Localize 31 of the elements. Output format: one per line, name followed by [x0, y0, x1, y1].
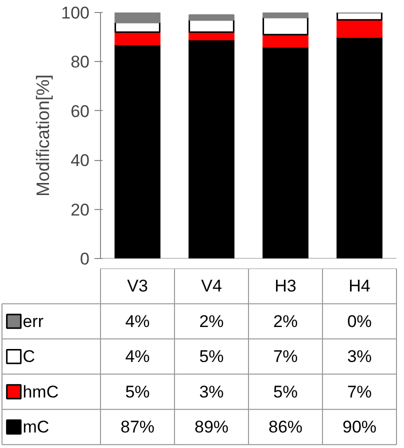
data-label: 0%: [347, 312, 372, 331]
legend-label: hmC: [22, 382, 59, 402]
data-label: 90%: [342, 417, 377, 436]
x-tick-label: V4: [201, 276, 222, 296]
x-tick-label: V3: [127, 276, 148, 296]
y-tick-label: 80: [70, 52, 90, 72]
legend-label: mC: [22, 417, 50, 436]
data-label: 4%: [125, 312, 150, 331]
data-label: 5%: [273, 382, 298, 402]
data-label: 2%: [273, 312, 298, 331]
data-label: 86%: [268, 417, 303, 436]
data-label: 3%: [347, 347, 372, 366]
legend-label: err: [22, 312, 44, 331]
y-axis-title: Modification[%]: [33, 74, 54, 197]
y-tick-label: 0: [80, 250, 90, 268]
data-label: 7%: [273, 347, 298, 366]
data-label: 2%: [199, 312, 224, 331]
y-tick-label: 60: [70, 102, 90, 121]
data-label: 89%: [194, 417, 229, 436]
data-label: 5%: [125, 382, 150, 402]
data-label: 4%: [125, 347, 150, 366]
y-tick-label: 20: [70, 200, 90, 220]
data-label: 87%: [120, 417, 155, 436]
x-tick-label: H4: [348, 276, 370, 296]
legend-label: C: [22, 347, 35, 366]
data-label: 5%: [199, 347, 224, 366]
x-tick-label: H3: [274, 276, 296, 296]
y-tick-label: 100: [61, 4, 90, 22]
y-tick-label: 40: [70, 151, 90, 170]
data-label: 7%: [347, 382, 372, 402]
data-label: 3%: [199, 382, 224, 402]
